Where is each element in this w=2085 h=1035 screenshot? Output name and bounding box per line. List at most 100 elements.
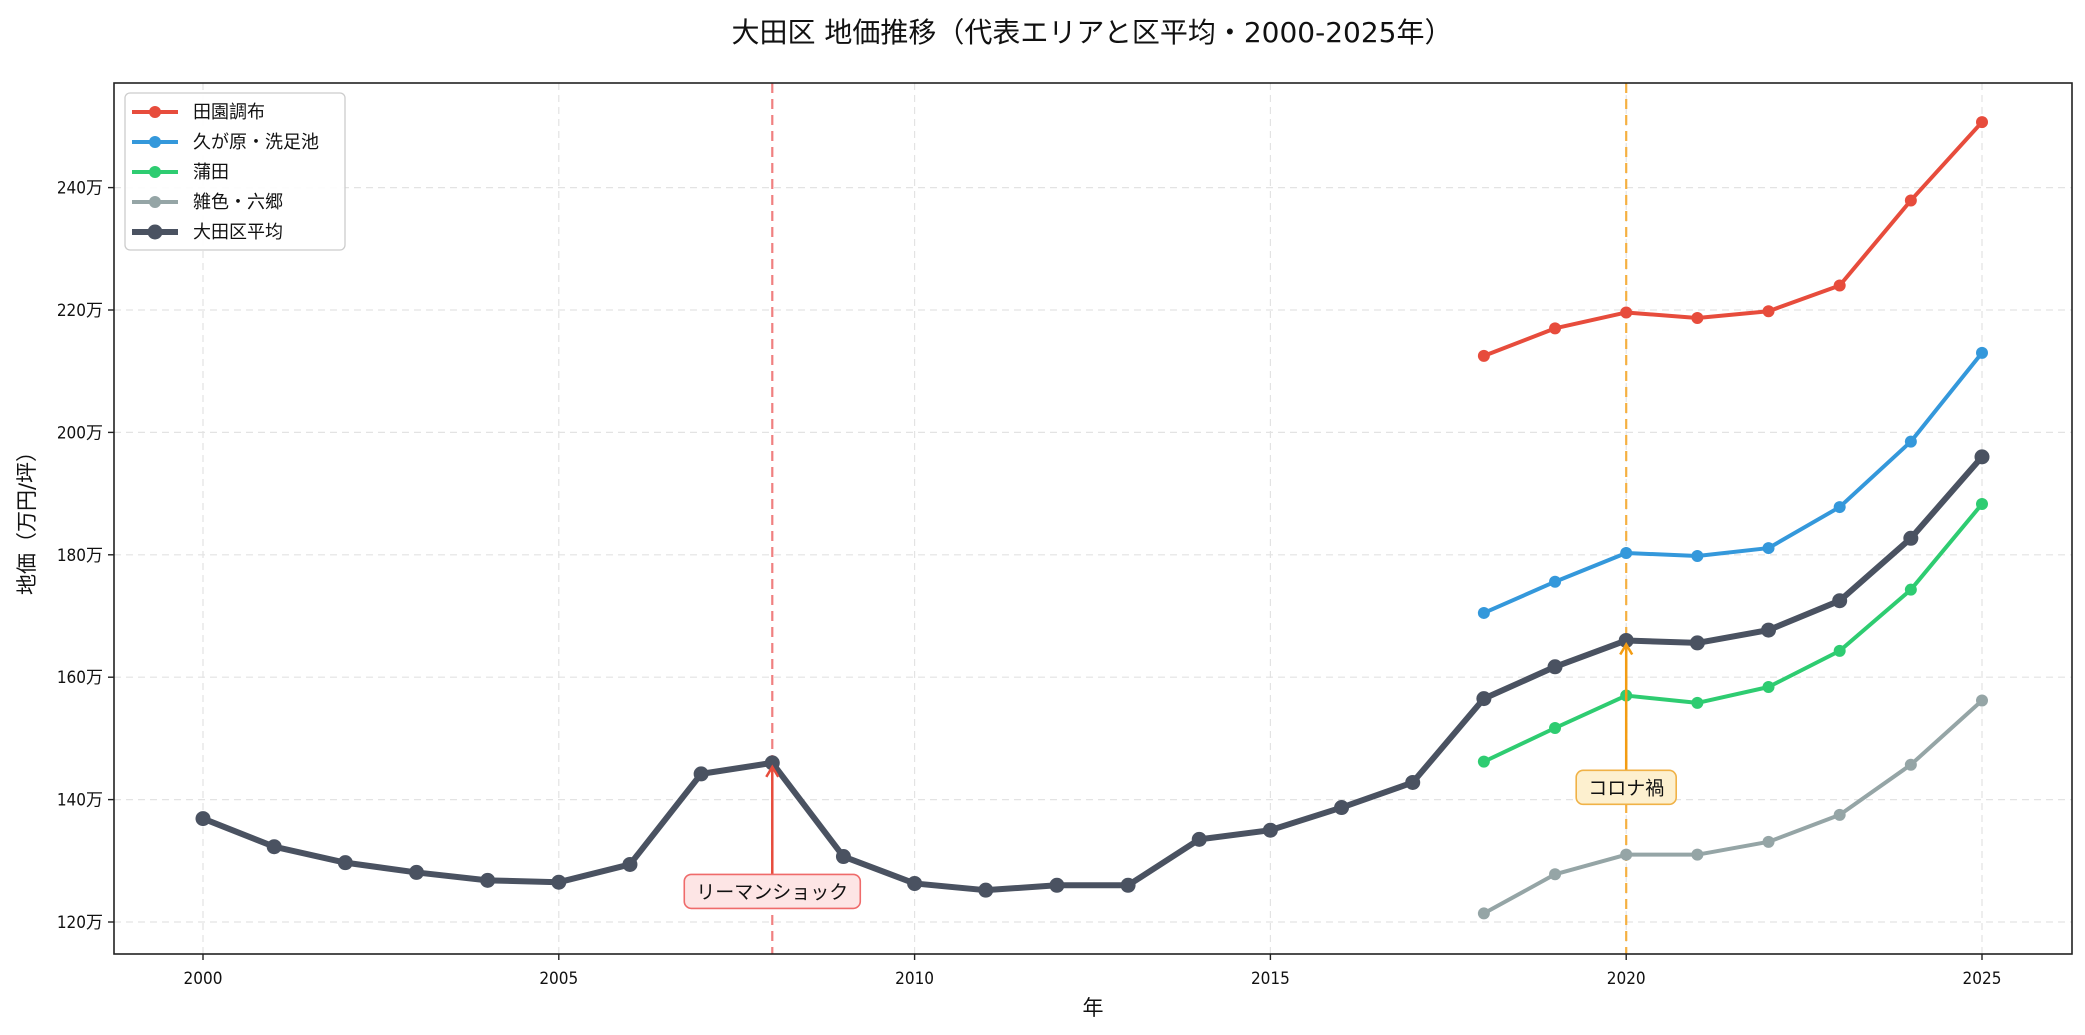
y-tick-label: 240万 bbox=[57, 179, 103, 199]
data-point bbox=[1904, 583, 1917, 596]
legend-item: 蒲田 bbox=[132, 162, 229, 183]
data-point bbox=[337, 855, 353, 871]
data-point bbox=[764, 755, 780, 771]
data-point bbox=[1762, 680, 1775, 693]
data-point bbox=[1620, 306, 1633, 319]
data-point bbox=[1976, 116, 1988, 129]
series-lines bbox=[195, 116, 1990, 920]
x-tick-label: 2025 bbox=[1963, 969, 2002, 989]
series-0 bbox=[1477, 116, 1988, 362]
data-point bbox=[1904, 758, 1917, 771]
annotation: リーマンショック bbox=[683, 764, 862, 910]
data-point bbox=[1976, 346, 1988, 359]
annotation-label: コロナ禍 bbox=[1588, 777, 1664, 799]
legend-item: 久が原・洗足池 bbox=[132, 132, 319, 153]
data-point bbox=[1762, 542, 1775, 555]
data-point bbox=[1833, 644, 1846, 657]
data-point bbox=[1904, 194, 1917, 207]
data-point bbox=[1120, 877, 1136, 893]
x-tick-label: 2015 bbox=[1251, 969, 1290, 989]
legend-label: 田園調布 bbox=[193, 102, 265, 123]
data-point bbox=[1405, 774, 1421, 790]
data-point bbox=[1549, 721, 1562, 734]
data-point bbox=[1691, 696, 1704, 709]
data-point bbox=[1691, 311, 1704, 324]
data-point bbox=[551, 874, 567, 890]
data-point bbox=[480, 872, 496, 888]
data-point bbox=[1477, 907, 1490, 920]
y-tick-label: 220万 bbox=[57, 301, 103, 321]
data-point bbox=[1833, 808, 1846, 821]
data-point bbox=[1620, 848, 1633, 861]
x-tick-label: 2010 bbox=[895, 969, 934, 989]
x-tick-label: 2020 bbox=[1607, 969, 1646, 989]
x-axis-label: 年 bbox=[1083, 996, 1104, 1020]
x-tick-label: 2005 bbox=[539, 969, 578, 989]
data-point bbox=[1620, 546, 1633, 559]
series-3 bbox=[1477, 694, 1988, 920]
legend-item: 田園調布 bbox=[132, 102, 265, 123]
series-4 bbox=[195, 449, 1990, 898]
y-tick-label: 120万 bbox=[57, 913, 103, 933]
data-point bbox=[1903, 530, 1919, 546]
data-point bbox=[1762, 305, 1775, 318]
y-tick-label: 140万 bbox=[57, 791, 103, 811]
data-point bbox=[835, 849, 851, 865]
x-tick-label: 2000 bbox=[184, 969, 223, 989]
legend-item: 雑色・六郷 bbox=[132, 192, 283, 213]
data-point bbox=[1049, 877, 1065, 893]
data-point bbox=[1691, 550, 1704, 563]
y-tick-label: 160万 bbox=[57, 668, 103, 688]
legend-box bbox=[124, 92, 346, 251]
data-point bbox=[1549, 575, 1562, 588]
legend-item: 大田区平均 bbox=[132, 222, 283, 243]
data-point bbox=[1689, 635, 1705, 651]
y-tick-label: 180万 bbox=[57, 546, 103, 566]
data-point bbox=[1547, 659, 1563, 675]
y-tick-label: 200万 bbox=[57, 423, 103, 443]
data-point bbox=[266, 839, 282, 855]
plot-frame bbox=[113, 82, 2073, 955]
data-point bbox=[1832, 593, 1848, 609]
data-point bbox=[1833, 501, 1846, 514]
data-point bbox=[1476, 691, 1492, 707]
data-point bbox=[408, 864, 424, 880]
data-point bbox=[978, 882, 994, 898]
data-point bbox=[1974, 449, 1990, 465]
data-point bbox=[1334, 800, 1350, 816]
legend-label: 大田区平均 bbox=[193, 222, 283, 243]
data-point bbox=[1833, 279, 1846, 292]
data-point bbox=[1762, 835, 1775, 848]
legend-label: 久が原・洗足池 bbox=[193, 132, 319, 153]
data-point bbox=[1549, 868, 1562, 881]
y-axis-label: 地価（万円/坪） bbox=[15, 441, 39, 595]
y-axis-ticks: 120万 140万 160万 180万 200万 220万 240万 bbox=[57, 179, 114, 933]
event-lines bbox=[771, 83, 1628, 954]
x-axis-ticks: 2000 2005 2010 2015 2020 2025 bbox=[184, 954, 2002, 989]
data-point bbox=[1477, 606, 1490, 619]
data-point bbox=[1761, 622, 1777, 638]
grid-lines bbox=[114, 83, 2072, 954]
series-2 bbox=[1477, 498, 1988, 768]
data-point bbox=[1477, 755, 1490, 768]
data-point bbox=[907, 875, 923, 891]
annotations: リーマンショック コロナ禍 bbox=[683, 642, 1677, 910]
data-point bbox=[622, 856, 638, 872]
data-point bbox=[1618, 632, 1634, 648]
chart-title: 大田区 地価推移（代表エリアと区平均・2000-2025年） bbox=[732, 16, 1453, 49]
data-point bbox=[1691, 848, 1704, 861]
legend-label: 雑色・六郷 bbox=[193, 192, 283, 213]
data-point bbox=[693, 766, 709, 782]
data-point bbox=[1549, 322, 1562, 335]
data-point bbox=[1976, 694, 1988, 707]
legend-label: 蒲田 bbox=[193, 162, 229, 183]
data-point bbox=[1976, 498, 1988, 511]
annotation: コロナ禍 bbox=[1575, 642, 1677, 806]
data-point bbox=[1904, 435, 1917, 448]
data-point bbox=[1191, 831, 1207, 847]
annotation-label: リーマンショック bbox=[696, 881, 848, 903]
data-point bbox=[1477, 349, 1490, 362]
series-1 bbox=[1477, 346, 1988, 619]
